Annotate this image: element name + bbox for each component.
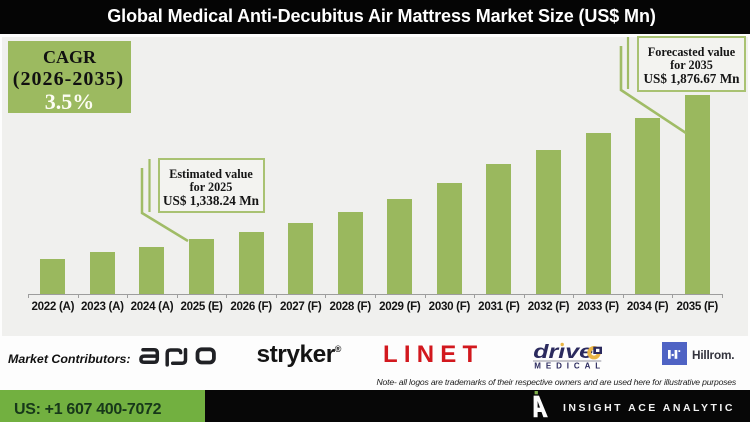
svg-text:MEDICAL: MEDICAL [534,362,605,371]
svg-text:drıve: drıve [533,341,593,363]
